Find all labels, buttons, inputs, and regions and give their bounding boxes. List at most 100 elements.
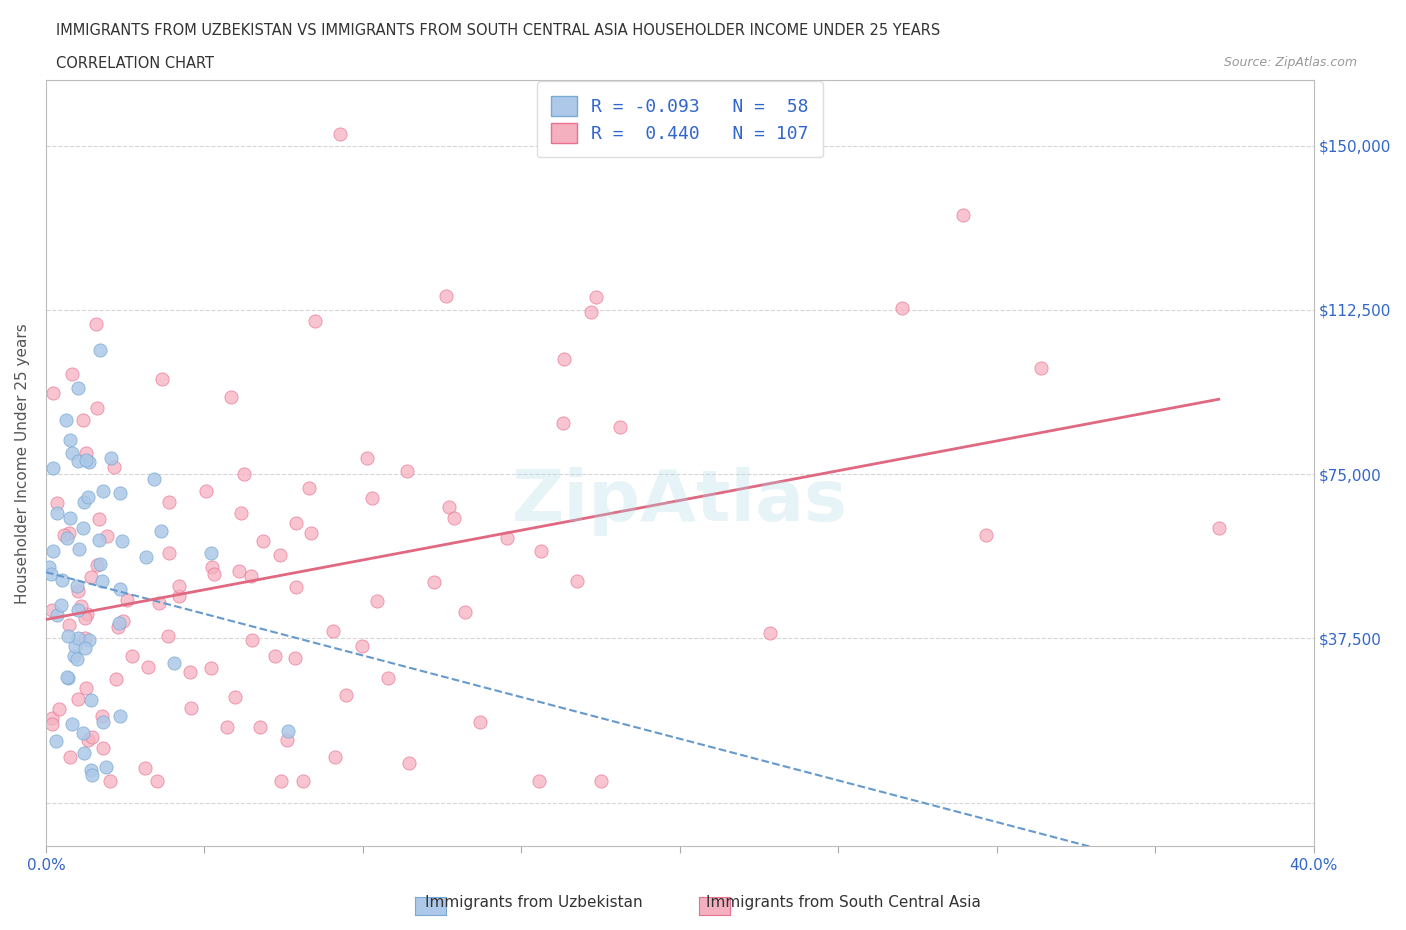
Point xyxy=(65,652,87,667)
Point xyxy=(352,638,374,653)
Point xyxy=(366,594,388,609)
Point xyxy=(87,533,110,548)
Point xyxy=(322,624,344,639)
Point xyxy=(41,717,63,732)
Point xyxy=(52,527,75,542)
Point xyxy=(41,566,63,581)
Point xyxy=(80,693,103,708)
Point xyxy=(195,484,218,498)
Point xyxy=(111,614,134,629)
Text: Immigrants from Uzbekistan: Immigrants from Uzbekistan xyxy=(426,895,643,910)
Point xyxy=(292,773,315,788)
Point xyxy=(110,485,132,500)
Point xyxy=(228,564,250,578)
Point xyxy=(157,546,180,561)
Point xyxy=(80,729,103,744)
Point xyxy=(41,603,63,618)
Point xyxy=(270,773,292,788)
Point xyxy=(496,531,519,546)
Point xyxy=(89,342,111,357)
Point xyxy=(108,709,131,724)
Point xyxy=(84,316,107,331)
Point xyxy=(60,716,83,731)
Point xyxy=(304,313,326,328)
Point xyxy=(242,632,264,647)
Point xyxy=(103,460,125,475)
Point xyxy=(86,401,108,416)
Point xyxy=(285,579,308,594)
Text: Immigrants from South Central Asia: Immigrants from South Central Asia xyxy=(706,895,981,910)
Point xyxy=(73,745,96,760)
Point xyxy=(325,749,347,764)
Point xyxy=(150,372,173,387)
Point xyxy=(200,545,222,560)
Point xyxy=(45,734,67,749)
Point xyxy=(46,496,69,511)
Point xyxy=(356,450,378,465)
Point xyxy=(56,530,79,545)
Point xyxy=(299,525,322,540)
Point xyxy=(609,419,631,434)
Point xyxy=(105,671,128,686)
Point xyxy=(277,724,299,738)
Point xyxy=(75,681,97,696)
Point xyxy=(276,733,298,748)
Point xyxy=(38,560,60,575)
Point xyxy=(46,608,69,623)
Point xyxy=(398,756,420,771)
Point xyxy=(335,687,357,702)
Point xyxy=(1029,360,1052,375)
Point xyxy=(201,559,224,574)
Point xyxy=(758,625,780,640)
Point xyxy=(167,589,190,604)
Point xyxy=(589,773,612,788)
Point xyxy=(377,671,399,685)
Point xyxy=(284,651,307,666)
Point xyxy=(579,304,602,319)
Text: Source: ZipAtlas.com: Source: ZipAtlas.com xyxy=(1223,56,1357,69)
Point xyxy=(157,495,180,510)
Point xyxy=(565,574,588,589)
Point xyxy=(468,714,491,729)
Point xyxy=(434,289,457,304)
Point xyxy=(66,583,89,598)
Point xyxy=(149,524,172,538)
Point xyxy=(58,618,80,632)
Point xyxy=(59,432,82,447)
Point xyxy=(121,648,143,663)
Point xyxy=(59,750,82,764)
Point xyxy=(69,599,91,614)
Point xyxy=(67,631,90,645)
Point xyxy=(360,491,382,506)
Point xyxy=(77,733,100,748)
Point xyxy=(41,711,63,725)
Point xyxy=(55,412,77,427)
Point xyxy=(454,604,477,619)
Point xyxy=(55,670,77,684)
Point xyxy=(98,773,121,788)
Point xyxy=(49,597,72,612)
Point xyxy=(73,641,96,656)
Point xyxy=(58,671,80,685)
Point xyxy=(285,516,308,531)
Point xyxy=(215,719,238,734)
Point xyxy=(56,629,79,644)
Point xyxy=(146,773,169,788)
Text: IMMIGRANTS FROM UZBEKISTAN VS IMMIGRANTS FROM SOUTH CENTRAL ASIA HOUSEHOLDER INC: IMMIGRANTS FROM UZBEKISTAN VS IMMIGRANTS… xyxy=(56,23,941,38)
Point xyxy=(58,525,80,540)
Point xyxy=(115,592,138,607)
Point xyxy=(148,595,170,610)
Point xyxy=(60,445,83,460)
Point xyxy=(1208,521,1230,536)
Point xyxy=(108,581,131,596)
Point xyxy=(76,606,98,621)
Point xyxy=(180,701,202,716)
Point xyxy=(239,569,262,584)
Point xyxy=(77,455,100,470)
Point xyxy=(60,366,83,381)
Point xyxy=(219,390,242,405)
Point xyxy=(530,544,553,559)
Point xyxy=(585,289,607,304)
Point xyxy=(59,511,82,525)
Point xyxy=(42,385,65,400)
